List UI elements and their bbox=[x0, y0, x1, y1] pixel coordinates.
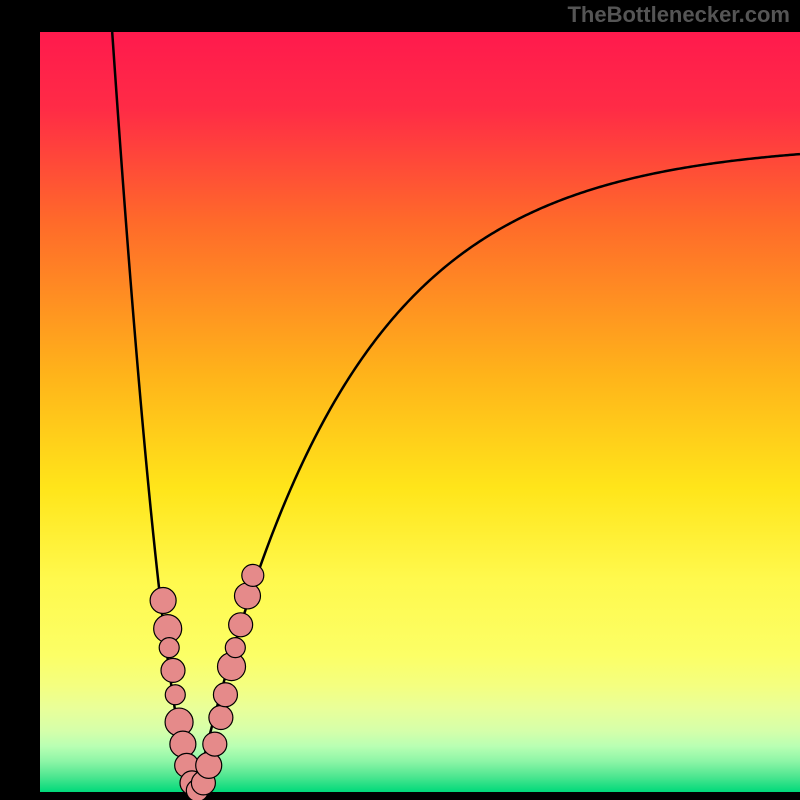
plot-gradient-area bbox=[40, 32, 800, 792]
watermark-text: TheBottlenecker.com bbox=[567, 2, 790, 28]
chart-container: TheBottlenecker.com bbox=[0, 0, 800, 800]
